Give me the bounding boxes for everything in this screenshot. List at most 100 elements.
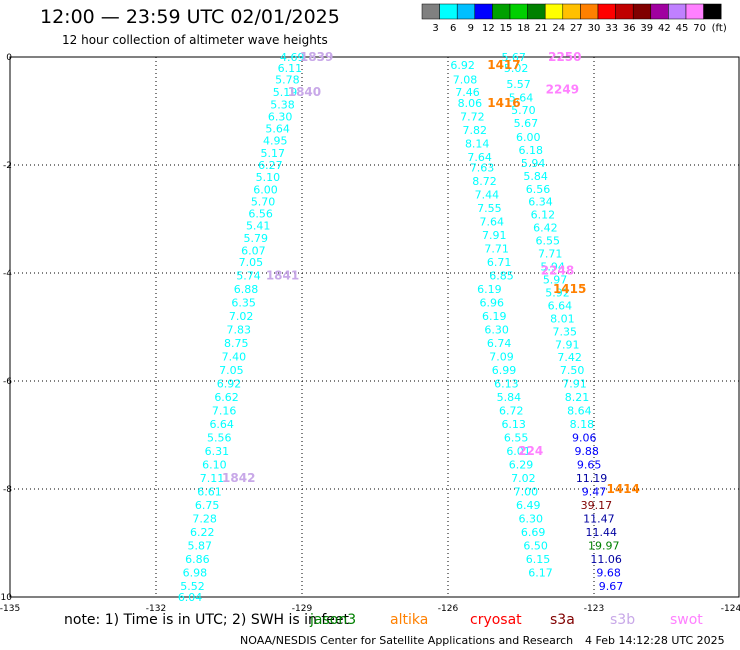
wave-height-point: 6.71 (487, 256, 512, 269)
wave-height-point: 7.35 (553, 325, 578, 338)
legend-altika: altika (390, 612, 429, 628)
wave-height-point: 7.11 (200, 472, 225, 485)
colorbar-swatch (527, 3, 546, 20)
colorbar-label: 24 (552, 23, 565, 34)
wave-height-point: 7.00 (514, 486, 539, 499)
wave-height-point: 8.75 (224, 337, 249, 350)
wave-height-point: 8.21 (565, 391, 590, 404)
time-label: 224 (518, 444, 543, 458)
wave-height-point: 7.02 (511, 472, 536, 485)
wave-height-point: 6.18 (518, 144, 543, 157)
wave-height-point: 9.47 (582, 486, 607, 499)
wave-height-point: 11.19 (576, 472, 608, 485)
wave-height-point: 7.08 (453, 74, 478, 87)
wave-height-point: 5.17 (261, 147, 286, 160)
y-tick-label: 0 (6, 53, 12, 63)
wave-height-point: 7.91 (555, 338, 580, 351)
colorbar-label: 9 (468, 23, 474, 34)
wave-height-point: 5.67 (501, 51, 526, 64)
wave-height-point: 6.64 (209, 418, 234, 431)
wave-height-point: 8.14 (465, 137, 490, 150)
colorbar-swatch (474, 3, 493, 20)
wave-height-point: 6.42 (533, 222, 558, 235)
wave-height-point: 6.92 (450, 59, 475, 72)
colorbar-swatch (509, 3, 528, 20)
colorbar-swatch (421, 3, 440, 20)
wave-height-point: 6.00 (516, 131, 541, 144)
wave-height-point: 7.50 (560, 364, 585, 377)
wave-height-point: 8.64 (567, 405, 592, 418)
x-tick-label: -132 (146, 604, 166, 614)
plot-frame (9, 56, 740, 598)
colorbar-swatch (615, 3, 634, 20)
colorbar-swatch (562, 3, 581, 20)
footer-timestamp: 4 Feb 14:12:28 UTC 2025 (585, 634, 725, 647)
wave-height-point: 6.31 (205, 445, 230, 458)
wave-height-point: 5.84 (523, 170, 548, 183)
wave-height-point: 7.64 (480, 216, 505, 229)
wave-height-point: 6.30 (268, 110, 293, 123)
wave-height-point: 6.17 (528, 567, 553, 580)
wave-height-point: 11.47 (583, 513, 615, 526)
x-tick-label: -126 (438, 604, 459, 614)
chart-title: 12:00 — 23:59 UTC 02/01/2025 (40, 6, 340, 28)
wave-height-point: 5.79 (244, 232, 269, 245)
wave-height-point: 7.71 (538, 248, 563, 261)
colorbar-swatch (544, 3, 564, 20)
wave-height-point: 6.98 (183, 567, 208, 580)
wave-height-point: 5.74 (236, 270, 261, 283)
wave-height-point: 4.69 (280, 51, 305, 64)
colorbar-label: 6 (450, 23, 456, 34)
wave-height-point: 7.16 (212, 405, 237, 418)
wave-height-point: 5.70 (251, 196, 276, 209)
wave-height-point: 7.02 (229, 310, 254, 323)
colorbar-swatch (685, 3, 704, 20)
colorbar-swatch (703, 3, 722, 20)
colorbar-label: 18 (517, 23, 530, 34)
wave-height-point: 6.34 (528, 196, 553, 209)
wave-height-point: 39.17 (581, 499, 613, 512)
wave-height-point: 6.12 (531, 209, 556, 222)
wave-height-point: 6.13 (494, 378, 519, 391)
wave-height-point: 6.27 (258, 159, 283, 172)
y-tick-label: -6 (3, 377, 12, 387)
colorbar-label: 45 (676, 23, 689, 34)
time-label: 1416 (487, 96, 520, 110)
time-label: 1415 (553, 282, 586, 296)
wave-height-point: 9.67 (599, 580, 624, 593)
time-label: 1417 (487, 58, 520, 72)
wave-height-point: 6.55 (536, 235, 561, 248)
time-label: 1841 (266, 269, 299, 283)
wave-height-point: 6.10 (202, 459, 227, 472)
wave-height-point: 9.06 (572, 432, 597, 445)
time-label: 1840 (288, 85, 321, 99)
colorbar-label: 30 (588, 23, 601, 34)
colorbar-label: (ft) (712, 23, 727, 34)
time-label: 1839 (300, 50, 333, 64)
wave-height-point: 9.88 (574, 445, 599, 458)
wave-height-point: 6.56 (526, 183, 551, 196)
legend-cryosat: cryosat (470, 612, 522, 628)
wave-height-point: 6.92 (217, 378, 242, 391)
wave-height-point: 6.00 (253, 183, 278, 196)
y-tick-label: -10 (0, 593, 12, 603)
wave-height-point: 7.40 (222, 351, 247, 364)
wave-height-point: 5.94 (521, 157, 546, 170)
colorbar-swatch (492, 3, 511, 20)
y-tick-label: -8 (3, 485, 12, 495)
wave-height-point: 6.75 (195, 499, 220, 512)
wave-height-point: 6.62 (214, 391, 239, 404)
wave-height-point: 6.35 (231, 297, 256, 310)
wave-height-point: 5.67 (514, 117, 539, 130)
wave-height-point: 6.88 (234, 283, 259, 296)
wave-height-point: 7.64 (467, 151, 492, 164)
wave-height-point: 11.44 (586, 526, 618, 539)
wave-height-point: 5.70 (511, 104, 536, 117)
colorbar-label: 39 (640, 23, 653, 34)
wave-height-point: 5.78 (275, 74, 300, 87)
wave-height-point: 6.22 (190, 526, 215, 539)
wave-height-point: 6.72 (499, 405, 524, 418)
wave-height-point: 7.63 (470, 162, 495, 175)
wave-height-point: 6.85 (489, 270, 514, 283)
wave-height-point: 6.29 (509, 459, 534, 472)
